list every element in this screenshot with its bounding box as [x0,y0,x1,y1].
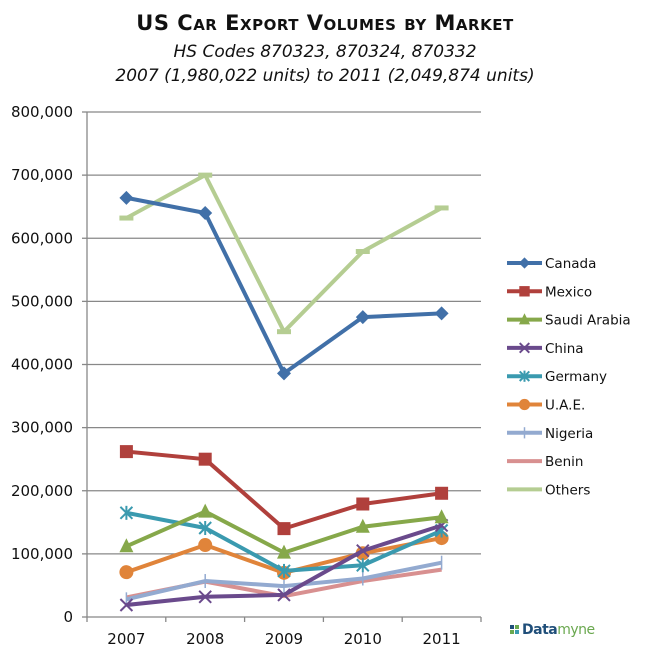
gridlines [87,111,481,555]
data-point-germany [198,520,212,535]
legend-marker-germany [518,370,531,382]
logo-text-data: Data [522,622,558,638]
data-point-mexico [356,497,370,511]
legend-marker-saudi-arabia [518,313,531,325]
y-tick-label: 700,000 [11,166,73,184]
series-germany [119,505,449,578]
chart-subtitle-date-range: 2007 (1,980,022 units) to 2011 (2,049,87… [115,66,535,86]
series-line-canada [126,195,442,376]
legend-item-u-a-e: U.A.E. [507,398,585,414]
series-saudi-arabia [119,503,449,559]
data-point-u-a-e [198,538,213,553]
data-point-canada [119,190,134,205]
legend-label-china: China [545,341,584,357]
legend: Canada Mexico Saudi Arabia China Germany U.A.… [507,256,631,498]
data-point-mexico [198,452,212,466]
data-point-saudi-arabia [277,544,291,559]
series-mexico [119,445,449,536]
legend-label-u-a-e: U.A.E. [545,398,585,414]
data-point-canada [198,206,213,220]
data-point-u-a-e [119,565,134,580]
legend-item-germany: Germany [507,369,607,385]
legend-item-others: Others [507,482,590,498]
data-point-canada [355,310,370,325]
data-point-china [356,544,370,558]
series-group [119,172,449,612]
data-point-china [119,598,134,612]
legend-label-mexico: Mexico [545,284,592,300]
data-point-saudi-arabia [119,538,134,553]
x-tick-label: 2011 [423,630,461,648]
y-axis-ticks: 0 100,000 200,000 300,000 400,000 500,000 600,… [11,103,87,626]
data-point-china [277,588,291,602]
legend-item-mexico: Mexico [507,284,592,300]
legend-item-benin: Benin [507,454,583,470]
series-line-others [125,173,443,334]
legend-label-canada: Canada [545,256,596,272]
data-point-saudi-arabia [434,509,449,524]
y-tick-label: 300,000 [11,419,73,437]
data-point-germany [277,563,291,578]
data-point-mexico [277,522,291,536]
x-tick-label: 2009 [265,630,303,648]
data-point-mexico [119,445,133,459]
data-point-saudi-arabia [355,518,370,533]
series-china [119,518,449,612]
legend-marker-canada [518,257,531,269]
data-point-germany [119,505,134,520]
data-point-saudi-arabia [198,503,213,518]
y-tick-label: 0 [63,608,73,626]
legend-item-canada: Canada [507,256,596,272]
legend-item-china: China [507,341,584,357]
series-others [119,172,449,335]
legend-label-germany: Germany [545,369,607,385]
datamyne-logo: Datamyne [510,622,595,638]
legend-item-saudi-arabia: Saudi Arabia [507,313,631,329]
legend-marker-u-a-e [518,398,531,411]
data-point-canada [277,366,291,381]
logo-squares-icon [510,625,520,635]
legend-label-benin: Benin [545,454,583,470]
y-tick-label: 800,000 [11,103,73,121]
series-canada [119,190,449,381]
legend-label-saudi-arabia: Saudi Arabia [545,313,631,329]
data-point-germany [356,558,370,573]
legend-label-nigeria: Nigeria [545,426,593,442]
y-tick-label: 600,000 [11,229,73,247]
y-tick-label: 400,000 [11,356,73,374]
logo-text-myne: myne [557,622,595,638]
x-tick-label: 2008 [186,630,224,648]
y-tick-label: 100,000 [11,545,73,563]
data-point-china [198,590,212,604]
data-point-mexico [435,486,449,500]
data-point-canada [434,306,449,321]
y-tick-label: 200,000 [11,482,73,500]
legend-marker-mexico [519,286,530,297]
legend-marker-china [518,342,531,354]
legend-item-nigeria: Nigeria [507,426,593,442]
y-tick-label: 500,000 [11,292,73,310]
chart-title: US Car Export Volumes by Market [136,11,514,35]
chart-subtitle-hs-codes: HS Codes 870323, 870324, 870332 [173,42,477,62]
x-tick-label: 2007 [107,630,145,648]
x-axis-ticks: 2007 2008 2009 2010 2011 [86,617,482,648]
legend-label-others: Others [545,482,590,498]
x-tick-label: 2010 [344,630,382,648]
